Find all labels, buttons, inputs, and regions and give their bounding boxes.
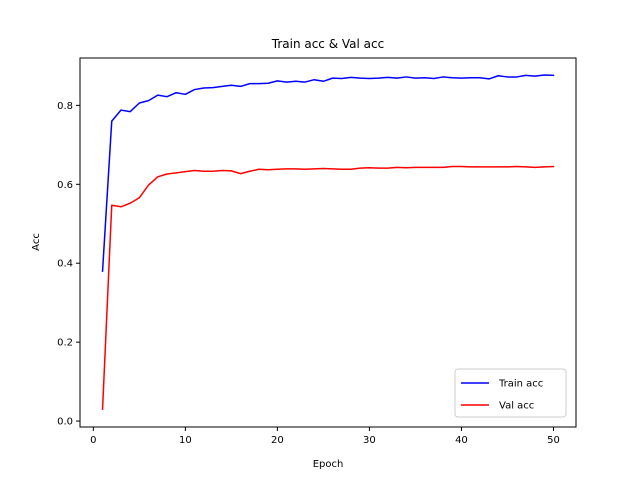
legend-label: Train acc <box>498 379 543 390</box>
y-tick-label: 0.6 <box>57 180 73 191</box>
y-axis: 0.0 0.2 0.4 0.6 0.8 <box>57 101 80 428</box>
plot-frame <box>79 57 577 428</box>
series-line-0 <box>101 74 555 272</box>
x-tick-label: 40 <box>455 435 468 446</box>
x-tick-label: 20 <box>271 435 284 446</box>
chart-title: Train acc & Val acc <box>271 37 384 51</box>
y-tick-label: 0.4 <box>57 259 73 270</box>
x-axis-label: Epoch <box>313 459 344 470</box>
y-tick-label: 0.2 <box>57 338 73 349</box>
legend-label: Val acc <box>499 401 534 412</box>
series-line-1 <box>101 165 555 411</box>
x-tick-label: 30 <box>363 435 376 446</box>
y-tick-label: 0.8 <box>57 101 73 112</box>
y-axis-label: Acc <box>31 233 42 251</box>
x-tick-label: 50 <box>547 435 560 446</box>
plot-area <box>101 74 555 411</box>
legend: Train acc Val acc <box>454 368 567 418</box>
x-axis: 0 10 20 30 40 50 <box>90 427 560 446</box>
y-tick-label: 0.0 <box>57 417 73 428</box>
x-tick-label: 0 <box>90 435 96 446</box>
x-tick-label: 10 <box>179 435 192 446</box>
